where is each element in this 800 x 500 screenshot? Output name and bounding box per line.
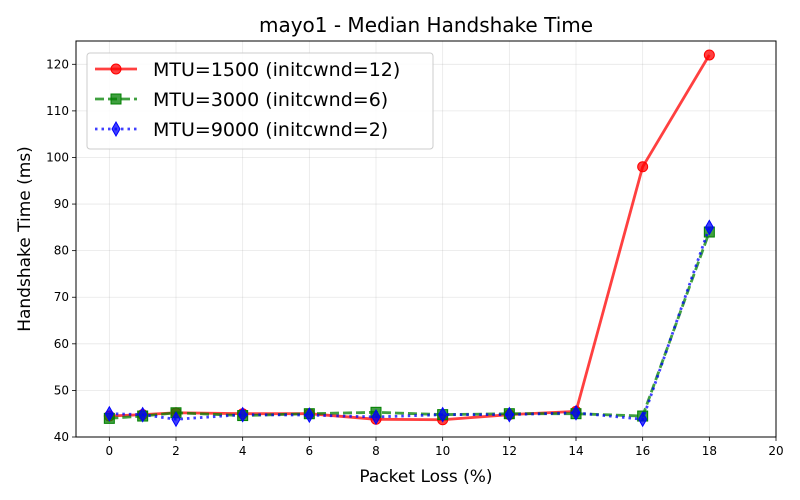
y-tick-label: 60 — [54, 337, 69, 351]
data-point — [704, 219, 714, 236]
data-point — [304, 407, 314, 424]
series-3 — [104, 219, 714, 428]
legend-label: MTU=1500 (initcwnd=12) — [153, 59, 400, 81]
y-axis-title: Handshake Time (ms) — [15, 146, 35, 332]
x-tick-label: 14 — [568, 444, 583, 458]
legend-marker — [110, 63, 122, 75]
x-tick-label: 10 — [435, 444, 450, 458]
chart-title: mayo1 - Median Handshake Time — [259, 13, 593, 37]
y-tick-label: 100 — [46, 150, 69, 164]
legend-marker — [110, 93, 122, 105]
data-point — [571, 404, 581, 421]
x-tick-label: 18 — [702, 444, 717, 458]
x-tick-label: 16 — [635, 444, 650, 458]
plot-frame — [75, 40, 777, 438]
y-tick-label: 70 — [54, 290, 69, 304]
data-point — [504, 406, 514, 423]
data-point — [138, 406, 148, 423]
data-point — [238, 406, 248, 423]
data-point — [371, 408, 381, 425]
legend: MTU=1500 (initcwnd=12) MTU=3000 (initcwnd… — [86, 52, 434, 150]
y-axis: 40 50 60 70 80 90 100 110 120 — [46, 57, 76, 444]
legend-label: MTU=3000 (initcwnd=6) — [153, 89, 388, 111]
x-tick-label: 0 — [106, 444, 114, 458]
y-tick-label: 50 — [54, 383, 69, 397]
x-tick-label: 20 — [768, 444, 783, 458]
legend-marker — [111, 120, 121, 138]
y-tick-label: 120 — [46, 57, 69, 71]
x-tick-label: 6 — [306, 444, 314, 458]
data-point — [638, 411, 648, 428]
legend-item: MTU=3000 (initcwnd=6) — [95, 89, 388, 111]
x-tick-label: 12 — [502, 444, 517, 458]
x-axis-title: Packet Loss (%) — [359, 467, 492, 487]
data-point — [438, 406, 448, 423]
y-tick-label: 90 — [54, 197, 69, 211]
series-layer — [103, 49, 715, 428]
legend-item: MTU=1500 (initcwnd=12) — [95, 59, 400, 81]
y-tick-label: 40 — [54, 430, 69, 444]
y-tick-label: 110 — [46, 104, 69, 118]
legend-label: MTU=9000 (initcwnd=2) — [153, 119, 388, 141]
x-axis: 0 2 4 6 8 10 12 14 16 18 20 — [106, 437, 784, 458]
data-point — [104, 405, 114, 422]
legend-box — [86, 52, 434, 150]
y-tick-label: 80 — [54, 244, 69, 258]
data-point — [637, 161, 649, 173]
legend-item: MTU=9000 (initcwnd=2) — [95, 119, 388, 141]
data-point — [171, 411, 181, 428]
data-point — [703, 49, 715, 61]
x-tick-label: 8 — [372, 444, 380, 458]
x-tick-label: 4 — [239, 444, 247, 458]
x-tick-label: 2 — [172, 444, 180, 458]
